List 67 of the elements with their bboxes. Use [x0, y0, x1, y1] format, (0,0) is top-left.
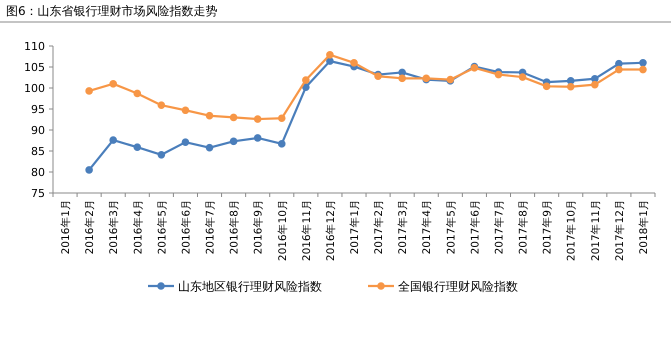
- point: [326, 51, 334, 59]
- point: [158, 150, 166, 159]
- x-tick-label: 2018年1月: [638, 199, 650, 254]
- point: [398, 74, 406, 82]
- point: [254, 134, 262, 142]
- x-tick-label: 2017年7月: [493, 199, 506, 254]
- point: [518, 73, 526, 81]
- y-tick-label: 90: [31, 124, 45, 137]
- y-tick-label: 80: [31, 166, 45, 179]
- x-tick-label: 2017年6月: [469, 199, 482, 254]
- point: [206, 112, 214, 120]
- point: [230, 138, 238, 146]
- x-tick-label: 2016年9月: [252, 199, 265, 254]
- x-tick-label: 2016年5月: [156, 199, 168, 254]
- y-tick-label: 105: [24, 61, 45, 74]
- y-tick-label: 75: [31, 187, 45, 200]
- y-tick-label: 85: [31, 145, 45, 158]
- x-tick-label: 2017年10月: [566, 199, 578, 262]
- x-tick-label: 2016年3月: [108, 199, 120, 254]
- point: [566, 82, 575, 91]
- point: [109, 80, 117, 88]
- x-tick-label: 2016年6月: [180, 199, 192, 254]
- x-tick-label: 2016年7月: [204, 199, 217, 254]
- point: [326, 57, 334, 65]
- point: [542, 82, 550, 90]
- point: [133, 90, 142, 98]
- x-tick-label: 2017年4月: [421, 199, 434, 254]
- x-tick-label: 2016年10月: [276, 199, 289, 262]
- x-tick-label: 2016年1月: [60, 199, 72, 254]
- x-tick-label: 2017年11月: [590, 199, 602, 262]
- x-tick-label: 2017年12月: [614, 199, 626, 262]
- point: [278, 140, 286, 148]
- point: [158, 101, 166, 110]
- legend-label: 山东地区银行理财风险指数: [178, 280, 322, 294]
- point: [133, 143, 142, 152]
- x-tick-label: 2016年11月: [300, 199, 313, 262]
- point: [85, 87, 93, 95]
- point: [494, 70, 502, 78]
- x-tick-label: 2017年8月: [518, 199, 530, 254]
- point: [615, 66, 623, 74]
- y-tick-label: 100: [24, 82, 45, 95]
- point: [302, 76, 310, 84]
- point: [591, 80, 599, 88]
- point: [182, 106, 190, 114]
- y-tick-label: 95: [31, 103, 45, 116]
- y-tick-label: 110: [24, 40, 45, 53]
- x-tick-label: 2016年8月: [228, 199, 241, 254]
- point: [350, 59, 358, 67]
- x-tick-label: 2016年12月: [324, 199, 337, 262]
- point: [85, 166, 93, 174]
- point: [254, 115, 262, 123]
- x-tick-label: 2017年9月: [542, 199, 554, 254]
- point: [182, 138, 190, 146]
- point: [109, 136, 117, 144]
- legend-label: 全国银行理财风险指数: [398, 280, 518, 294]
- point: [639, 66, 647, 74]
- x-tick-label: 2017年5月: [445, 199, 458, 254]
- x-tick-label: 2016年4月: [132, 199, 144, 254]
- chart-title: 图6：山东省银行理财市场风险指数走势: [6, 4, 218, 18]
- x-tick-label: 2017年2月: [373, 199, 386, 254]
- x-tick-label: 2016年2月: [84, 199, 96, 254]
- x-tick-label: 2017年3月: [397, 199, 410, 254]
- x-tick-label: 2017年1月: [349, 199, 361, 254]
- point: [206, 144, 214, 152]
- point: [639, 59, 647, 67]
- point: [278, 114, 286, 122]
- point: [230, 114, 238, 122]
